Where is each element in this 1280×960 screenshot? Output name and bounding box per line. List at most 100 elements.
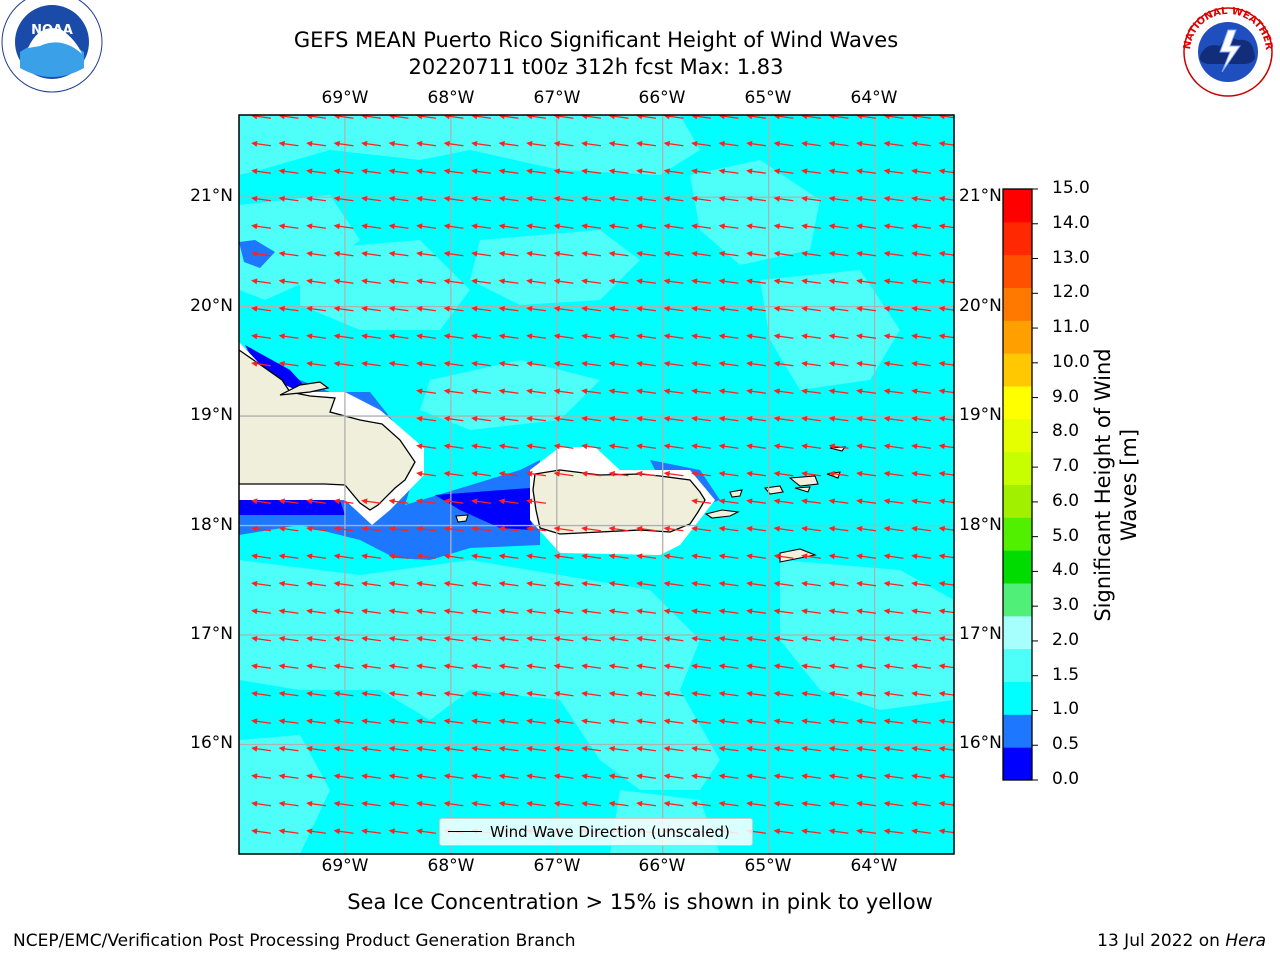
wave-direction-arrow: [471, 305, 492, 312]
wave-direction-arrow: [856, 498, 877, 505]
wave-direction-arrow: [938, 745, 954, 752]
wave-direction-arrow: [361, 195, 382, 202]
wave-direction-arrow: [636, 333, 657, 340]
wave-direction-arrow: [471, 415, 492, 422]
wave-direction-arrow: [581, 168, 602, 175]
wave-direction-arrow: [828, 443, 849, 450]
wave-direction-arrow: [828, 690, 849, 697]
wave-direction-arrow: [718, 168, 739, 175]
wave-direction-arrow: [443, 635, 464, 642]
wave-direction-arrow: [416, 140, 437, 147]
footer-credit: NCEP/EMC/Verification Post Processing Pr…: [13, 931, 576, 951]
lon-label-bottom: 69°W: [321, 856, 369, 876]
wave-direction-arrow: [526, 553, 547, 560]
wave-direction-arrow: [608, 718, 629, 725]
wave-direction-arrow: [801, 773, 822, 780]
wave-direction-arrow: [856, 250, 877, 257]
wave-direction-arrow: [773, 168, 794, 175]
wave-direction-arrow: [938, 553, 954, 560]
wave-direction-arrow: [361, 115, 382, 120]
wave-direction-arrow: [333, 828, 354, 835]
wave-direction-arrow: [828, 388, 849, 395]
colorbar-tick-label: 1.5: [1052, 664, 1080, 685]
wave-direction-arrow: [691, 773, 712, 780]
wave-direction-arrow: [278, 773, 299, 780]
wave-direction-arrow: [388, 278, 409, 285]
wave-direction-arrow: [471, 580, 492, 587]
colorbar-swatch: [1003, 583, 1032, 617]
wave-direction-arrow: [911, 690, 932, 697]
wave-direction-arrow: [828, 415, 849, 422]
wave-direction-arrow: [773, 745, 794, 752]
wave-direction-arrow: [361, 168, 382, 175]
wave-direction-arrow: [801, 250, 822, 257]
wave-direction-arrow: [278, 250, 299, 257]
wave-direction-arrow: [443, 745, 464, 752]
colorbar-tick-label: 14.0: [1052, 212, 1090, 233]
wave-direction-arrow: [883, 305, 904, 312]
wave-direction-arrow: [828, 635, 849, 642]
wave-direction-arrow: [388, 718, 409, 725]
wave-direction-arrow: [388, 553, 409, 560]
wave-direction-arrow: [911, 608, 932, 615]
lon-label-top: 68°W: [427, 88, 475, 108]
wave-direction-arrow: [608, 168, 629, 175]
wave-direction-arrow: [498, 250, 519, 257]
wave-direction-arrow: [856, 608, 877, 615]
wave-direction-arrow: [306, 525, 327, 532]
wave-direction-arrow: [333, 250, 354, 257]
wave-direction-arrow: [663, 168, 684, 175]
wave-direction-arrow: [718, 498, 739, 505]
wave-direction-arrow: [663, 140, 684, 147]
wave-direction-arrow: [911, 498, 932, 505]
wave-direction-arrow: [828, 828, 849, 835]
wave-direction-arrow: [388, 663, 409, 670]
wave-direction-arrow: [773, 553, 794, 560]
wave-direction-arrow: [911, 800, 932, 807]
wave-direction-arrow: [911, 115, 932, 120]
wave-direction-arrow: [663, 360, 684, 367]
wave-direction-arrow: [278, 305, 299, 312]
wave-direction-arrow: [361, 333, 382, 340]
wave-direction-arrow: [801, 800, 822, 807]
wave-direction-arrow: [443, 388, 464, 395]
lon-label-top: 69°W: [321, 88, 369, 108]
wave-direction-arrow: [773, 250, 794, 257]
wave-direction-arrow: [388, 525, 409, 532]
wave-direction-arrow: [251, 223, 272, 230]
wave-direction-arrow: [443, 663, 464, 670]
wave-direction-arrow: [251, 718, 272, 725]
wave-direction-arrow: [746, 690, 767, 697]
wave-direction-arrow: [828, 608, 849, 615]
wave-direction-arrow: [388, 223, 409, 230]
wave-direction-arrow: [581, 250, 602, 257]
wave-direction-arrow: [498, 168, 519, 175]
wave-direction-arrow: [443, 195, 464, 202]
wave-direction-arrow: [471, 443, 492, 450]
wave-direction-arrow: [471, 718, 492, 725]
wave-direction-arrow: [498, 443, 519, 450]
wave-direction-arrow: [938, 800, 954, 807]
colorbar-swatch: [1003, 451, 1032, 485]
wave-direction-arrow: [828, 195, 849, 202]
wave-direction-arrow: [856, 635, 877, 642]
wave-direction-arrow: [251, 608, 272, 615]
wave-direction-arrow: [718, 140, 739, 147]
wave-direction-arrow: [581, 663, 602, 670]
wave-direction-arrow: [306, 635, 327, 642]
wave-direction-arrow: [361, 745, 382, 752]
colorbar-swatch: [1003, 615, 1032, 650]
lon-label-top: 64°W: [850, 88, 898, 108]
wave-direction-arrow: [471, 388, 492, 395]
wave-direction-arrow: [306, 608, 327, 615]
wave-direction-arrow: [608, 635, 629, 642]
colorbar-swatch: [1003, 189, 1032, 223]
wave-direction-arrow: [388, 195, 409, 202]
wave-direction-arrow: [581, 773, 602, 780]
wave-direction-arrow: [828, 553, 849, 560]
wave-direction-arrow: [718, 663, 739, 670]
wave-direction-arrow: [663, 773, 684, 780]
wave-direction-arrow: [333, 498, 354, 505]
wave-direction-arrow: [938, 388, 954, 395]
colorbar-swatch: [1003, 320, 1032, 354]
